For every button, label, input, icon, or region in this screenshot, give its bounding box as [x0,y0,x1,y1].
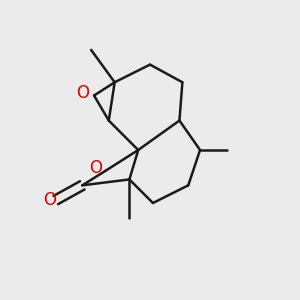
Text: O: O [89,159,102,177]
Text: O: O [76,84,89,102]
Text: O: O [44,191,56,209]
